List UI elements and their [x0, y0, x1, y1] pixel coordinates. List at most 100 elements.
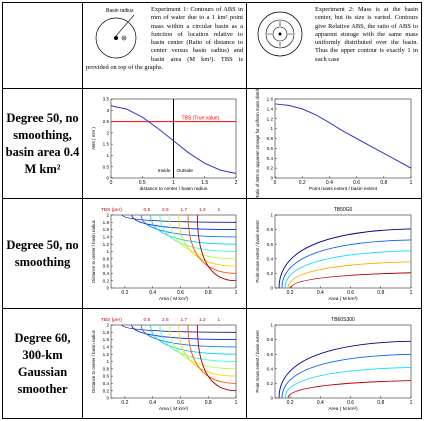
- contour-line: [150, 214, 237, 245]
- x-tick-label: 1: [235, 290, 238, 296]
- chart: 0 0.5 1 1.5 2 0 0.5 1 1.5 2 2.5 3 3.5 distance to cen…: [91, 97, 238, 192]
- plot-area: [274, 324, 412, 399]
- plot-area: [274, 98, 412, 179]
- top-label: 1: [218, 317, 221, 323]
- top-label: TBS (per): [101, 207, 122, 213]
- chart-title: TB50G0: [334, 207, 353, 213]
- diagram: [257, 11, 303, 57]
- y-tick-label: 0.8: [103, 256, 110, 261]
- y-tick-label: 0.4: [267, 366, 274, 371]
- y-tick-label: 1.5: [103, 142, 110, 147]
- diagram-label: Basin radius: [106, 8, 134, 14]
- x-tick-label: 0.4: [149, 290, 156, 296]
- y-tick-label: 2.5: [103, 119, 110, 124]
- chart: 0.2 0.4 0.6 0.8 1 0 0.2 0.4 0.6 0.8 1 Area ( M km²)…: [255, 207, 413, 302]
- x-tick-label: 0.4: [317, 400, 324, 406]
- y-axis-label: Distance to center / basin radius: [91, 219, 96, 283]
- x-axis-label: Area ( M km²): [328, 406, 358, 412]
- contour-line: [281, 239, 412, 289]
- y-tick-label: 1: [270, 126, 273, 131]
- chart-cell: 0.2 0.4 0.6 0.8 1 0 0.2 0.4 0.6 0.8 1 1.2 1.4 1.6 1.8 2…: [82, 308, 247, 419]
- header-cell: Basin radius Experiment 1: Contours of A…: [82, 2, 247, 89]
- y-tick-label: 0.4: [103, 271, 110, 276]
- y-tick-label: 0.8: [103, 366, 110, 371]
- y-tick-label: 3: [106, 108, 109, 113]
- row-label: Degree 50, no smoothing, basin area 0.4 …: [2, 88, 83, 199]
- y-axis-label: Ratio of ABS to apparent storage for uni…: [255, 89, 260, 198]
- x-tick-label: 0.8: [380, 180, 387, 186]
- row-label: Degree 60, 300-km Gaussian smoother: [2, 308, 83, 419]
- contour-line: [196, 324, 237, 392]
- contour-line: [131, 214, 237, 231]
- y-tick-label: 0: [270, 396, 273, 401]
- y-tick-label: 1: [270, 213, 273, 218]
- chart-cell: 0 0.5 1 1.5 2 0 0.5 1 1.5 2 2.5 3 3.5 distance to cen…: [82, 88, 247, 199]
- chart: 0.2 0.4 0.6 0.8 1 0 0.2 0.4 0.6 0.8 1 1.2 1.4 1.6 1.8 2…: [91, 207, 238, 302]
- y-tick-label: 2: [106, 213, 109, 218]
- y-tick-label: 1: [106, 249, 109, 254]
- x-tick-label: 1: [410, 180, 413, 186]
- contour-line: [287, 380, 412, 399]
- top-label: 1.2: [199, 207, 206, 213]
- y-tick-label: 1.2: [267, 116, 274, 121]
- y-tick-label: 0.8: [267, 227, 274, 232]
- contour-line: [278, 340, 412, 399]
- y-tick-label: 0.6: [267, 146, 274, 151]
- y-tick-label: 1.4: [103, 345, 110, 350]
- contour-line: [278, 228, 412, 289]
- top-label: 1.7: [181, 207, 188, 213]
- y-tick-label: 1.8: [103, 220, 110, 225]
- y-tick-label: 2: [106, 323, 109, 328]
- x-tick-label: 0: [110, 180, 113, 186]
- reference-label: TBS (True value): [182, 116, 220, 122]
- x-tick-label: 1: [172, 180, 175, 186]
- y-tick-label: 0: [106, 176, 109, 181]
- top-label: 1.2: [199, 317, 206, 323]
- top-label: 1: [218, 207, 221, 213]
- x-tick-label: 0.2: [121, 290, 128, 296]
- chart-cell: 0.2 0.4 0.6 0.8 1 0 0.2 0.4 0.6 0.8 1 Area ( M km²)…: [246, 308, 422, 419]
- corner-cell: [2, 2, 83, 89]
- diagram: Basin radius: [95, 8, 137, 59]
- annotation: Inside: [158, 168, 171, 174]
- x-tick-label: 0.2: [287, 400, 294, 406]
- y-tick-label: 1.4: [267, 106, 274, 111]
- chart-cell: 0.2 0.4 0.6 0.8 1 0 0.2 0.4 0.6 0.8 1 Area ( M km²)…: [246, 198, 422, 309]
- y-tick-label: 1: [270, 323, 273, 328]
- x-tick-label: 0.6: [347, 400, 354, 406]
- contour-line: [187, 214, 237, 274]
- x-tick-label: 0.6: [347, 290, 354, 296]
- x-tick-label: 0.4: [317, 290, 324, 296]
- top-label: 2.5: [162, 207, 169, 213]
- annotation: Outside: [177, 168, 194, 174]
- y-tick-label: 0.6: [103, 264, 110, 269]
- y-tick-label: 1.6: [267, 97, 274, 102]
- y-tick-label: 0.6: [103, 374, 110, 379]
- x-tick-label: 0.6: [353, 180, 360, 186]
- x-tick-label: 0.8: [205, 290, 212, 296]
- y-tick-label: 1.4: [103, 235, 110, 240]
- y-tick-label: 0.4: [267, 156, 274, 161]
- chart: 0.2 0.4 0.6 0.8 1 0 0.2 0.4 0.6 0.8 1 1.2 1.4 1.6 1.8 2…: [91, 317, 238, 412]
- top-label: 2.5: [162, 317, 169, 323]
- y-tick-label: 0: [106, 286, 109, 291]
- contour-line: [168, 214, 237, 260]
- x-axis-label: Point mass extent / basin extent: [309, 186, 378, 192]
- x-axis-label: Area ( M km²): [159, 406, 189, 412]
- y-tick-label: 1: [106, 153, 109, 158]
- header-cell: Experiment 2: Mass is at the basin cente…: [246, 2, 422, 89]
- header-text: Experiment 1: Contours of ABS in mm of w…: [86, 6, 243, 72]
- y-axis-label: ABS ( mm ): [91, 127, 96, 150]
- contour-line: [281, 353, 412, 399]
- y-tick-label: 0.5: [103, 164, 110, 169]
- contour-line: [131, 324, 237, 341]
- x-tick-label: 0.8: [377, 400, 384, 406]
- y-tick-label: 1.6: [103, 227, 110, 232]
- chart: 0.2 0.4 0.6 0.8 1 0 0.2 0.4 0.6 0.8 1 Area ( M km²)…: [255, 317, 413, 412]
- y-tick-label: 0: [270, 286, 273, 291]
- y-tick-label: 1.8: [103, 330, 110, 335]
- top-label: 1.7: [181, 317, 188, 323]
- y-tick-label: 0.4: [103, 381, 110, 386]
- contour-line: [178, 214, 237, 267]
